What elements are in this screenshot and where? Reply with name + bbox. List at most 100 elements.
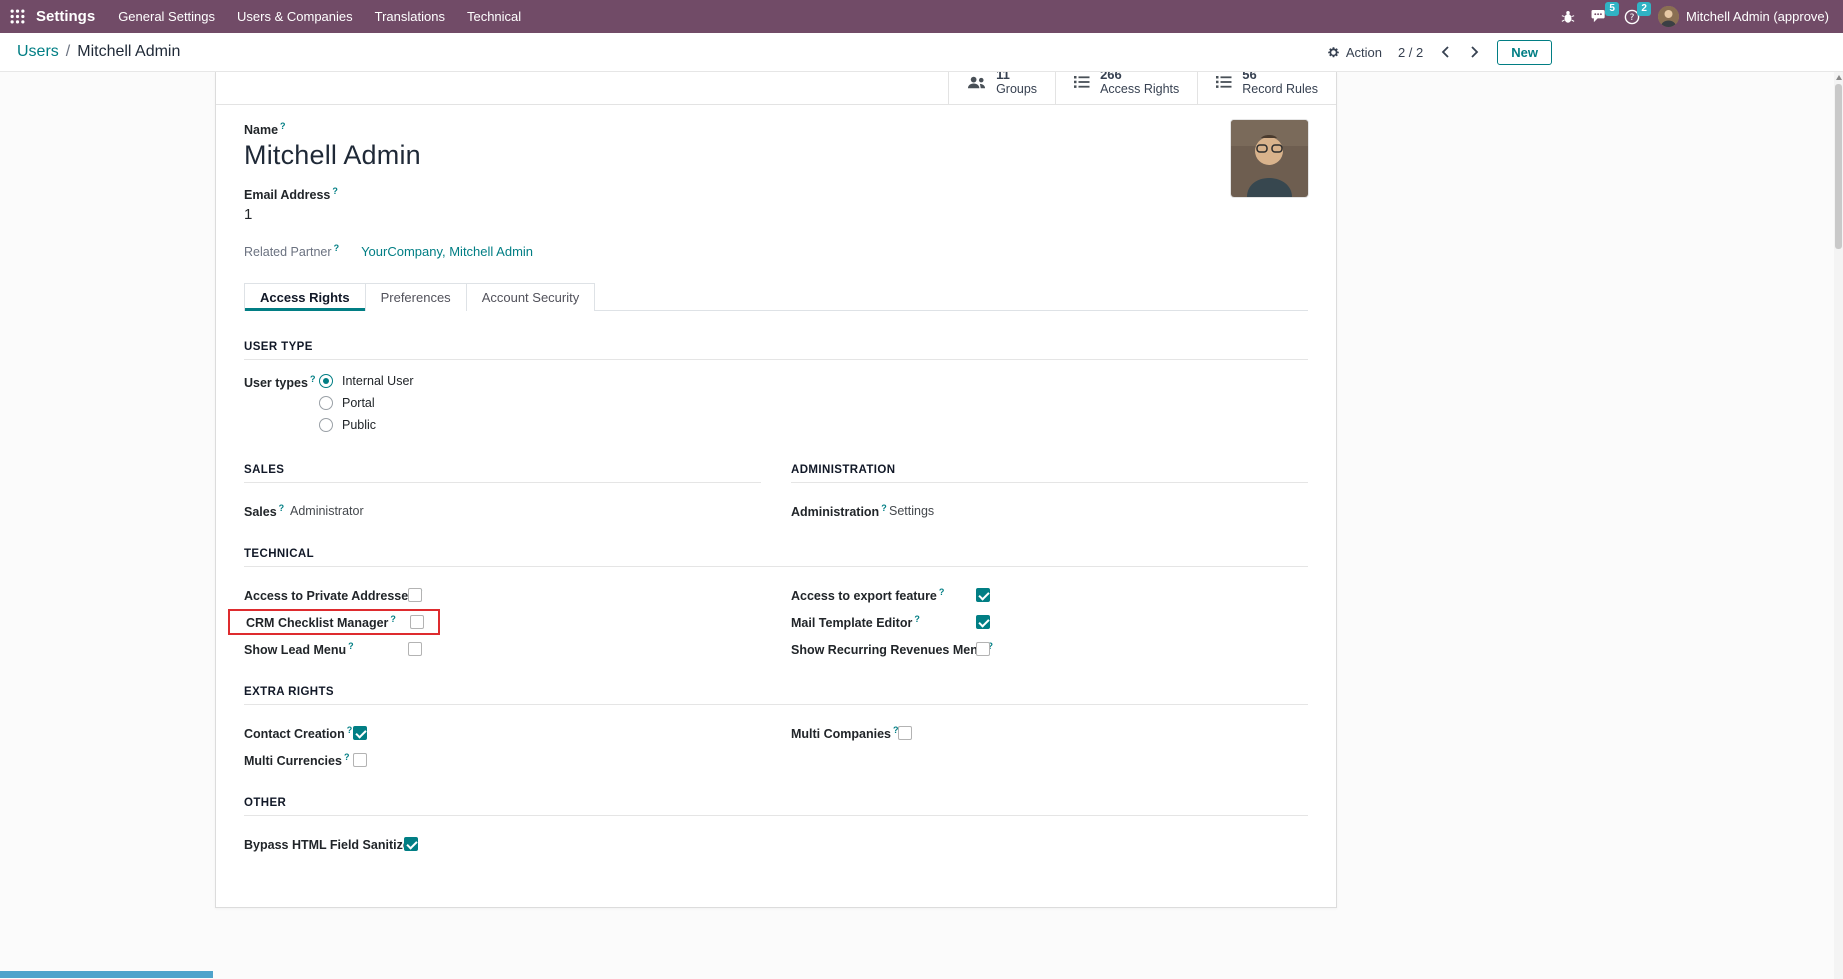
stat-button-box: 11 Groups 266 Access Rights 56 Record Ru…: [216, 72, 1336, 105]
multi-currencies-label: Multi Currencies?: [244, 751, 350, 769]
mail-template-editor-checkbox[interactable]: [976, 614, 990, 629]
pager-next-button[interactable]: [1468, 44, 1481, 60]
name-field-label: Name?: [244, 121, 286, 138]
menu-technical[interactable]: Technical: [466, 9, 522, 24]
horizontal-scrollbar-thumb[interactable]: [0, 971, 213, 978]
app-name[interactable]: Settings: [36, 8, 96, 25]
list-icon: [1216, 76, 1232, 88]
multi-currencies-checkbox[interactable]: [353, 752, 367, 767]
activities-icon[interactable]: ? 2: [1616, 0, 1651, 33]
stat-button-record-rules[interactable]: 56 Record Rules: [1197, 72, 1336, 104]
menu-users-companies[interactable]: Users & Companies: [237, 9, 353, 24]
administration-value[interactable]: Settings: [889, 503, 935, 518]
new-button[interactable]: New: [1497, 39, 1552, 65]
messages-icon[interactable]: 5: [1584, 0, 1619, 33]
related-partner-link[interactable]: YourCompany, Mitchell Admin: [361, 243, 534, 259]
record-name[interactable]: Mitchell Admin: [244, 140, 421, 171]
groups-label: Groups: [996, 82, 1038, 96]
crm-checklist-manager-label: CRM Checklist Manager?: [246, 613, 396, 631]
user-avatar-icon: [1657, 6, 1679, 27]
multi-companies-label: Multi Companies?: [791, 724, 899, 742]
help-tooltip: ?: [280, 121, 286, 131]
access-to-export-feature-label: Access to export feature?: [791, 586, 945, 604]
menu-general-settings[interactable]: General Settings: [118, 9, 216, 24]
section-title: EXTRA RIGHTS: [244, 686, 1308, 706]
tab-access-rights[interactable]: Access Rights: [244, 283, 366, 312]
help-tooltip: ?: [987, 640, 993, 651]
user-menu[interactable]: Mitchell Admin (approve): [1648, 0, 1837, 33]
section-sales: SALES Sales? Administrator: [244, 464, 761, 524]
record-avatar-image[interactable]: [1231, 120, 1308, 197]
pager-previous-button[interactable]: [1439, 44, 1452, 60]
help-tooltip: ?: [278, 502, 285, 513]
email-field-value[interactable]: 1: [244, 206, 253, 224]
action-menu-button[interactable]: Action: [1327, 45, 1382, 60]
radio-row-portal: Portal: [319, 396, 414, 411]
show-lead-menu-label: Show Lead Menu?: [244, 640, 354, 658]
content-area: 11 Groups 266 Access Rights 56 Record Ru…: [0, 72, 1843, 978]
action-label: Action: [1345, 44, 1382, 60]
email-field-label: Email Address?: [244, 186, 338, 203]
tab-account-security[interactable]: Account Security: [466, 283, 596, 312]
radio-row-public: Public: [319, 418, 414, 433]
sales-value[interactable]: Administrator: [290, 503, 364, 518]
top-navbar: Settings General Settings Users & Compan…: [0, 0, 1843, 33]
tab-pane-access-rights: USER TYPE User types? Internal User Port…: [228, 311, 1308, 857]
help-tooltip: ?: [346, 724, 353, 735]
bypass-html-field-sanitize-checkbox[interactable]: [404, 836, 418, 851]
groups-icon: [968, 76, 986, 88]
chevron-right-icon: [1471, 46, 1479, 58]
sales-label: Sales?: [244, 502, 285, 520]
help-tooltip: ?: [309, 374, 316, 385]
access-to-private-addresses-checkbox[interactable]: [408, 587, 422, 602]
help-tooltip: ?: [914, 613, 920, 624]
user-type-radio-group: Internal User Portal Public: [319, 374, 414, 440]
show-recurring-revenues-menu-checkbox[interactable]: [976, 641, 990, 656]
access-to-private-addresses-label: Access to Private Addresses?: [244, 587, 423, 603]
menu-translations[interactable]: Translations: [374, 9, 445, 24]
portal-radio[interactable]: [319, 396, 333, 411]
multi-companies-checkbox[interactable]: [898, 725, 912, 740]
field-sales: Sales? Administrator: [244, 497, 761, 524]
tab-preferences[interactable]: Preferences: [365, 283, 467, 312]
contact-creation-checkbox[interactable]: [353, 725, 367, 740]
internal-user-radio[interactable]: [319, 374, 333, 389]
breadcrumb-current: Mitchell Admin: [77, 43, 181, 60]
gear-icon: [1328, 46, 1339, 57]
section-title: TECHNICAL: [244, 548, 1308, 568]
apps-menu-icon[interactable]: [0, 0, 34, 33]
breadcrumb-users-link[interactable]: Users: [17, 43, 59, 60]
notebook-tabs: Access Rights Preferences Account Securi…: [244, 283, 1308, 312]
user-types-label: User types?: [244, 374, 316, 391]
section-title: ADMINISTRATION: [791, 464, 1308, 484]
section-technical: TECHNICAL Access to Private Addresses?: [228, 548, 1308, 662]
section-other: OTHER Bypass HTML Field Sanitize?: [244, 797, 1308, 857]
help-tooltip: ?: [333, 243, 340, 254]
record-rules-label: Record Rules: [1242, 82, 1318, 96]
pager[interactable]: 2 / 2: [1397, 44, 1424, 60]
section-title: OTHER: [244, 797, 1308, 817]
scrollbar-up-arrow-icon[interactable]: [1835, 75, 1842, 80]
show-lead-menu-checkbox[interactable]: [408, 641, 422, 656]
bypass-html-field-sanitize-label: Bypass HTML Field Sanitize?: [244, 836, 417, 852]
vertical-scrollbar-thumb[interactable]: [1835, 84, 1842, 249]
section-administration: ADMINISTRATION Administration? Settings: [791, 464, 1308, 524]
section-extra-rights: EXTRA RIGHTS Contact Creation?: [244, 686, 1308, 773]
stat-button-groups[interactable]: 11 Groups: [948, 72, 1056, 104]
user-name: Mitchell Admin (approve): [1685, 9, 1829, 24]
related-partner-row: Related Partner? YourCompany, Mitchell A…: [244, 243, 1308, 259]
vertical-scrollbar[interactable]: [1834, 72, 1843, 979]
access-to-export-feature-checkbox[interactable]: [976, 587, 990, 602]
public-radio[interactable]: [319, 418, 333, 433]
help-tooltip: ?: [390, 613, 396, 624]
field-show-lead-menu: Show Lead Menu?: [244, 635, 761, 662]
debug-icon[interactable]: [1552, 0, 1584, 33]
field-mail-template-editor: Mail Template Editor?: [791, 608, 1308, 635]
crm-checklist-manager-checkbox[interactable]: [410, 614, 424, 629]
access-rights-label: Access Rights: [1100, 82, 1180, 96]
stat-button-access-rights[interactable]: 266 Access Rights: [1055, 72, 1198, 104]
breadcrumb-separator: /: [65, 43, 71, 60]
chevron-left-icon: [1441, 46, 1449, 58]
svg-text:?: ?: [1630, 13, 1635, 23]
contact-creation-label: Contact Creation?: [244, 724, 353, 742]
